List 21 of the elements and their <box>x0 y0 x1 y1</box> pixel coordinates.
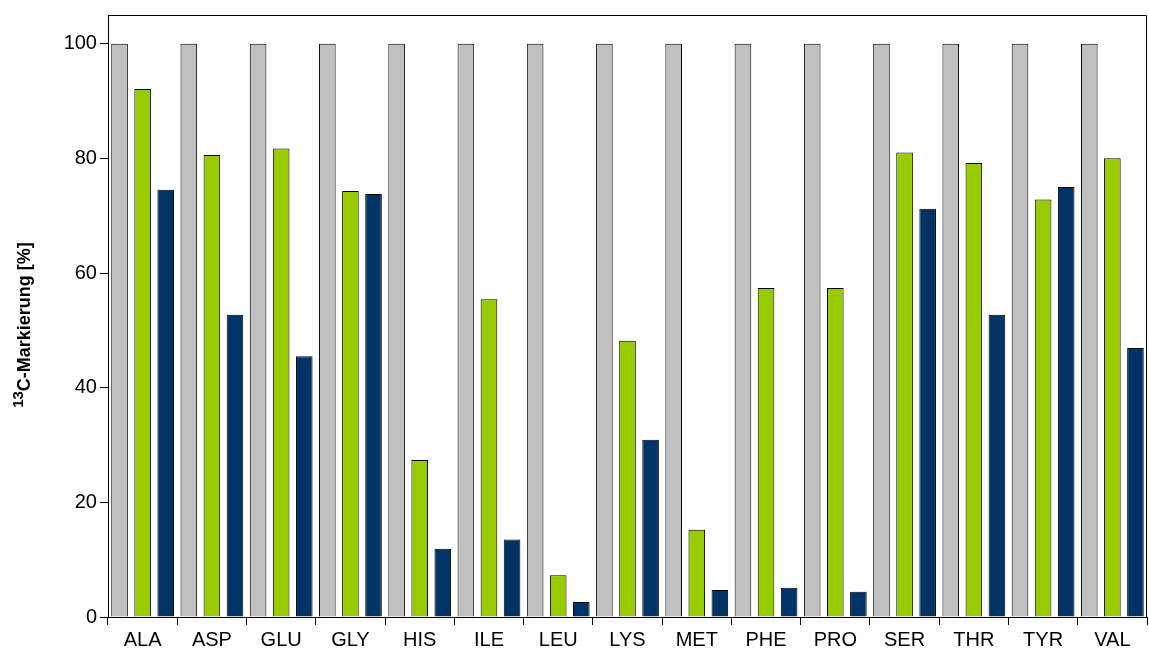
x-tick-label: VAL <box>1094 627 1131 650</box>
x-tick-label: SER <box>884 627 926 650</box>
x-tick-label: LYS <box>609 627 646 650</box>
x-tick-label: GLU <box>260 627 302 650</box>
x-tick-label: GLY <box>331 627 370 650</box>
x-tick-label: TYR <box>1023 627 1064 650</box>
y-tick-label: 80 <box>74 145 97 168</box>
x-tick-label: THR <box>953 627 995 650</box>
x-tick-label: LEU <box>538 627 578 650</box>
y-tick-label: 100 <box>63 31 97 54</box>
x-tick-label: PRO <box>813 627 857 650</box>
x-tick-label: PHE <box>745 627 787 650</box>
x-tick-label: ILE <box>473 627 504 650</box>
x-tick-label: HIS <box>403 627 437 650</box>
y-tick-label: 40 <box>74 375 97 398</box>
y-tick-label: 60 <box>74 260 97 283</box>
y-tick-label: 20 <box>74 489 97 512</box>
x-tick-label: ASP <box>191 627 232 650</box>
x-tick-label: ALA <box>123 627 163 650</box>
y-tick-label: 0 <box>85 604 97 627</box>
x-tick-label: MET <box>675 627 718 650</box>
